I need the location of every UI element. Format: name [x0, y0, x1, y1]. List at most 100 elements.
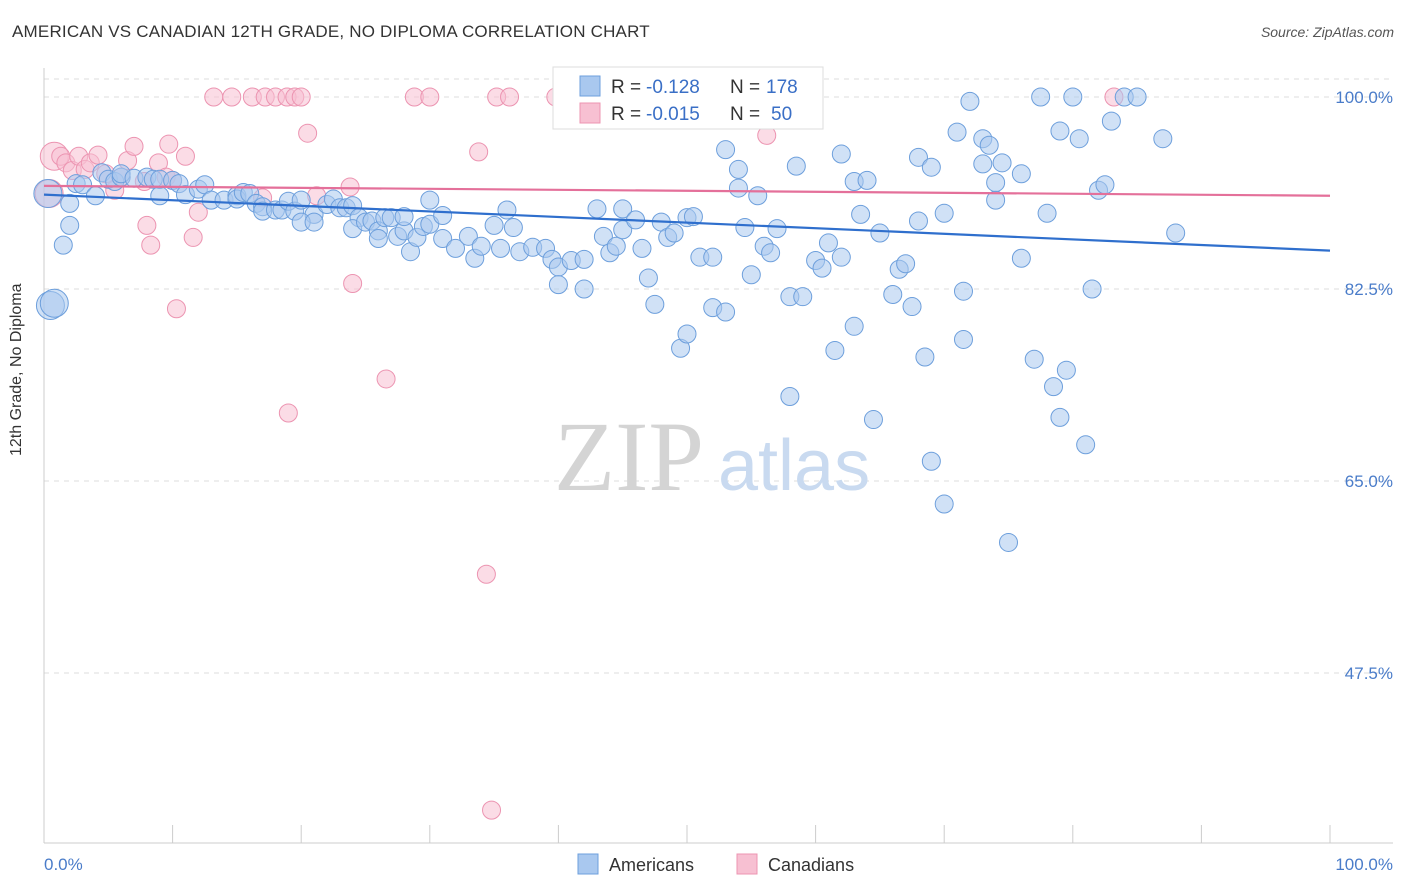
canadians-point-19 — [159, 134, 179, 154]
americans-point-78 — [574, 279, 594, 299]
canadians-point-26 — [222, 87, 242, 107]
americans-point-64 — [458, 226, 478, 246]
y-tick-label-1: 82.5% — [1345, 280, 1393, 299]
canadians-point-43 — [476, 564, 496, 584]
americans-point-156 — [1056, 360, 1076, 380]
x-tick-label-min: 0.0% — [44, 855, 83, 874]
americans-point-151 — [1031, 87, 1051, 107]
y-tick-labels: 100.0% 82.5% 65.0% 47.5% — [1335, 88, 1393, 683]
americans-point-163 — [1101, 111, 1121, 131]
americans-point-89 — [645, 294, 665, 314]
legend-americans-n-label: N = — [730, 77, 760, 98]
legend-americans-swatch — [579, 75, 601, 97]
canadians-point-37 — [340, 177, 360, 197]
americans-point-1 — [39, 288, 69, 318]
americans-point-50 — [368, 229, 388, 249]
canadians-trend-line — [43, 184, 1331, 197]
americans-point-168 — [33, 179, 63, 209]
canadians-point-25 — [204, 87, 224, 107]
americans-point-162 — [1095, 175, 1115, 195]
americans-point-146 — [992, 153, 1012, 173]
americans-point-113 — [793, 287, 813, 307]
canadians-point-38 — [343, 274, 363, 294]
americans-point-143 — [979, 135, 999, 155]
americans-point-105 — [741, 265, 761, 285]
americans-point-130 — [908, 147, 928, 167]
canadians-point-46 — [500, 87, 520, 107]
americans-point-129 — [902, 297, 922, 317]
canadians-point-13 — [124, 136, 144, 156]
americans-point-157 — [1069, 129, 1089, 149]
canadians-point-24 — [188, 202, 208, 222]
x-tick-label-max: 100.0% — [1335, 855, 1393, 874]
americans-point-94 — [677, 324, 697, 344]
canadians-point-34 — [291, 87, 311, 107]
canadians-point-16 — [141, 235, 161, 255]
americans-point-150 — [1024, 349, 1044, 369]
americans-point-131 — [908, 211, 928, 231]
americans-point-167 — [1166, 223, 1186, 243]
americans-point-4 — [60, 215, 80, 235]
americans-point-116 — [818, 233, 838, 253]
americans-point-128 — [896, 254, 916, 274]
americans-point-110 — [780, 387, 800, 407]
americans-point-92 — [664, 223, 684, 243]
americans-point-104 — [735, 218, 755, 238]
americans-point-85 — [613, 199, 633, 219]
americans-point-83 — [606, 236, 626, 256]
americans-point-147 — [999, 532, 1018, 552]
americans-point-132 — [915, 347, 935, 367]
series-legend: Americans Canadians — [577, 853, 854, 875]
americans-point-79 — [574, 249, 594, 269]
canadians-point-15 — [137, 215, 157, 235]
americans-point-124 — [863, 410, 883, 430]
source-label: Source: ZipAtlas.com — [1260, 24, 1394, 40]
americans-point-158 — [1063, 87, 1083, 107]
americans-point-135 — [934, 494, 954, 514]
americans-point-136 — [934, 203, 954, 223]
americans-point-142 — [973, 154, 993, 174]
canadians-point-42 — [469, 142, 489, 162]
americans-point-2 — [53, 235, 73, 255]
americans-point-120 — [844, 316, 864, 336]
legend-americans-r-label: R = — [611, 77, 641, 98]
americans-trend-line — [43, 193, 1331, 252]
americans-point-112 — [786, 156, 806, 176]
canadians-point-8 — [88, 145, 108, 165]
americans-point-160 — [1082, 279, 1102, 299]
americans-point-145 — [986, 173, 1006, 193]
americans-point-119 — [831, 247, 851, 267]
americans-point-62 — [433, 205, 453, 225]
americans-point-88 — [638, 268, 658, 288]
bottom-legend-americans-label: Americans — [609, 855, 694, 875]
legend-canadians-n-value: 50 — [771, 104, 792, 125]
bottom-legend-canadians-swatch — [736, 853, 758, 875]
americans-point-39 — [304, 212, 324, 232]
canadians-point-22 — [175, 146, 195, 166]
legend-canadians-n-label: N = — [730, 104, 760, 125]
americans-point-87 — [632, 238, 652, 258]
canadians-point-35 — [298, 123, 318, 143]
canadians-point-39 — [376, 369, 396, 389]
americans-point-6 — [73, 175, 93, 195]
americans-point-152 — [1037, 203, 1057, 223]
americans-point-63 — [446, 238, 466, 258]
americans-point-155 — [1050, 407, 1070, 427]
legend-americans-n-value: 178 — [766, 77, 798, 98]
americans-point-100 — [716, 302, 736, 322]
bottom-legend-americans-swatch — [577, 853, 599, 875]
americans-point-99 — [703, 247, 723, 267]
americans-point-154 — [1050, 121, 1070, 141]
americans-point-106 — [748, 186, 768, 206]
americans-point-67 — [484, 215, 504, 235]
americans-point-117 — [825, 340, 845, 360]
americans-point-66 — [471, 236, 491, 256]
americans-point-76 — [548, 275, 568, 295]
americans-point-115 — [812, 258, 832, 278]
americans-point-61 — [433, 229, 453, 249]
canadians-point-32 — [278, 403, 298, 423]
americans-point-96 — [683, 207, 703, 227]
americans-point-81 — [593, 226, 613, 246]
americans-point-101 — [716, 140, 736, 160]
